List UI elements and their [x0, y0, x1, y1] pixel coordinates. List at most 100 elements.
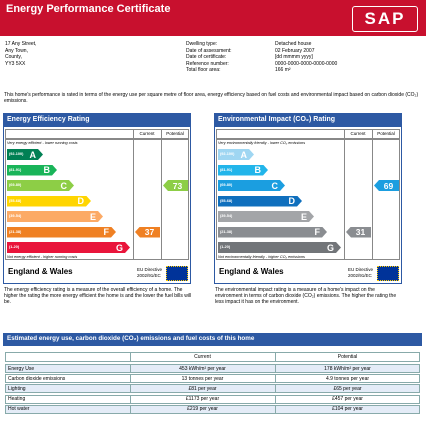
address-line: YY3 5XX [5, 60, 26, 67]
rating-arrow [346, 226, 371, 238]
table-divider [275, 394, 276, 404]
rating-arrow [135, 226, 160, 238]
band-letter: A [29, 149, 37, 160]
band-range: (69-80) [220, 183, 233, 187]
panel-box [3, 126, 191, 284]
band-range: (92-100) [220, 152, 235, 156]
table-cell: £219 per year [187, 406, 218, 413]
table-header: Potential [337, 354, 358, 360]
table-row [5, 374, 420, 384]
column-header: Current [139, 131, 155, 136]
band-letter: E [300, 211, 307, 222]
table-cell: 453 kWh/m² per year [179, 365, 226, 372]
eu-directive: 2002/91/EC [348, 273, 372, 278]
band-letter: D [288, 196, 296, 206]
table-divider [130, 394, 131, 404]
band-range: (1-20) [220, 245, 231, 249]
band-range: (69-80) [9, 183, 22, 187]
table-cell: 4.9 tonnes per year [325, 375, 370, 382]
header-divider [275, 352, 276, 362]
chart-box [216, 139, 400, 260]
column-divider [133, 129, 134, 260]
eu-flag [166, 266, 188, 281]
band-range: (81-91) [220, 167, 233, 172]
band-letter: G [326, 242, 334, 253]
rating-value: 37 [144, 227, 155, 237]
chart-box [5, 139, 189, 260]
address-line: Any Town, [5, 47, 28, 54]
panel-title: Energy Efficiency Rating [7, 116, 90, 123]
table-row [5, 384, 420, 394]
table-row [5, 394, 420, 404]
detail-value: [dd mmmm yyyy] [275, 54, 313, 60]
band-range: (92-100) [9, 152, 24, 156]
band-range: (81-91) [9, 167, 22, 172]
detail-value: 166 m² [275, 67, 291, 73]
top-note: Very energy efficient - lower running co… [7, 141, 78, 145]
detail-label: Dwelling type: [186, 41, 218, 47]
rating-band [7, 227, 116, 238]
rating-band [7, 211, 103, 222]
band-letter: D [77, 196, 85, 206]
band-range: (55-68) [9, 198, 22, 203]
band-letter: B [254, 165, 262, 175]
rating-band [7, 149, 43, 160]
bottom-note: Not energy efficient - higher running co… [7, 255, 78, 259]
band-range: (55-68) [220, 198, 233, 203]
header-divider [130, 352, 131, 362]
table-cell: £457 per year [332, 396, 363, 403]
rating-band [218, 242, 341, 253]
panel-title-band [214, 113, 402, 126]
detail-value: 0000-0000-0000-0000-0000 [275, 60, 338, 67]
rating-band [7, 196, 91, 207]
table-divider [130, 384, 131, 394]
table-row-label: Hot water [8, 406, 30, 413]
top-note: Very environmentally friendly - lower CO… [218, 141, 306, 145]
band-letter: G [115, 242, 123, 253]
footer-region: England & Wales [8, 267, 73, 276]
band-letter: B [43, 165, 51, 175]
table-row-label: Energy Use [8, 365, 35, 372]
column-header-row [216, 129, 400, 139]
panel-title: Environmental Impact (CO₂) Rating [218, 116, 336, 123]
footer-region: England & Wales [219, 267, 284, 276]
address-line: 17 Any Street, [5, 41, 37, 47]
column-divider [344, 129, 345, 260]
table-cell: £81 per year [188, 385, 217, 392]
rating-band [218, 211, 314, 222]
eu-directive: 2002/91/EC [137, 273, 161, 278]
header-title: Energy Performance Certificate [6, 3, 171, 15]
band-letter: C [271, 180, 279, 191]
column-header: Potential [377, 131, 395, 136]
band-range: (1-20) [9, 245, 20, 249]
band-range: (21-38) [220, 229, 233, 234]
band-letter: A [240, 149, 248, 160]
table-divider [275, 364, 276, 373]
description: The environmental impact rating is a mea… [215, 287, 397, 305]
detail-value: Detached house [275, 41, 312, 47]
column-divider [372, 129, 373, 260]
table-row [5, 364, 420, 373]
table-divider [130, 374, 131, 384]
band-range: (21-38) [9, 229, 22, 234]
costs-title-band [3, 333, 422, 346]
band-range: (39-54) [9, 214, 22, 218]
table-cell: £1173 per year [185, 396, 220, 403]
table-row-label: Lighting [8, 385, 26, 392]
table-cell: 178 kWh/m² per year [324, 365, 371, 372]
logo-box [352, 6, 418, 32]
table-divider [275, 374, 276, 384]
rating-band [218, 227, 327, 238]
rating-band [218, 196, 302, 207]
table-header: Current [194, 354, 211, 360]
costs-title: Estimated energy use, carbon dioxide (CO… [7, 335, 255, 342]
table-row-label: Heating [8, 396, 26, 403]
rating-band [218, 180, 285, 191]
table-cell: 13 tonnes per year [181, 375, 224, 382]
table-divider [130, 404, 131, 414]
column-header: Potential [166, 131, 184, 136]
eu-directive: EU Directive [137, 267, 163, 272]
rating-arrow [163, 180, 188, 191]
band-letter: E [89, 211, 96, 222]
